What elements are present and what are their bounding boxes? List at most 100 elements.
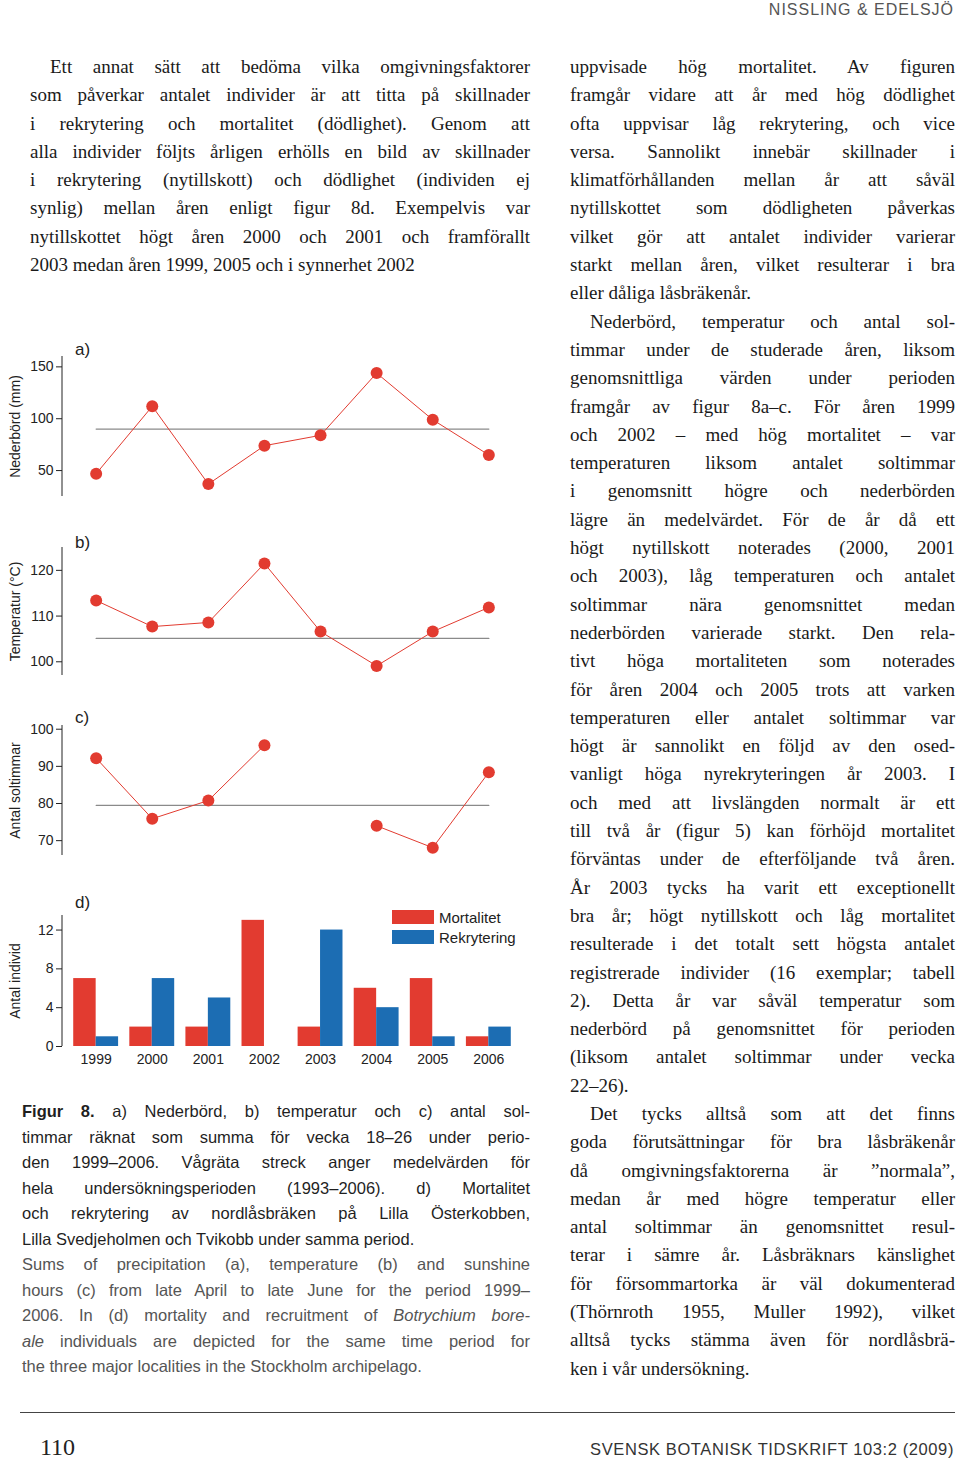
html-text:nytillskottet som dödligheten: nytillskottet som dödligheten påverkas [570, 197, 955, 219]
html-text:nederbörd på genomsnittet för: nederbörd på genomsnittet för perioden [570, 1018, 955, 1040]
svg-text:8: 8 [46, 960, 54, 976]
html-text:klimatförhållanden mellan år a: klimatförhållanden mellan år att såväl [570, 169, 955, 191]
html-text:som påverkar antalet individer: som påverkar antalet individer är att ti… [30, 84, 530, 106]
html-text:soltimmar nära genomsnittet me: soltimmar nära genomsnittet medan [570, 593, 955, 615]
html-text:för åren 2004 och 2005 trots a: för åren 2004 och 2005 trots att varken [570, 678, 955, 700]
html-text:Figur 8. a) Nederbörd, b) temp: Figur 8. a) Nederbörd, b) temperatur och… [22, 1102, 530, 1120]
svg-text:0: 0 [46, 1038, 54, 1054]
html-text:eller dåliga låsbräkenår.: eller dåliga låsbräkenår. [570, 282, 751, 304]
html-text:the three major localities in: the three major localities in the Stockh… [22, 1357, 422, 1375]
html-text:i rekrytering och mortalitet (: i rekrytering och mortalitet (dödlighet)… [30, 112, 530, 134]
svg-text:2004: 2004 [361, 1051, 392, 1067]
html-text:högt är sannolikt en följd av: högt är sannolikt en följd av den osed- [570, 735, 955, 757]
svg-text:Antal soltimmar: Antal soltimmar [7, 742, 23, 839]
svg-text:1999: 1999 [81, 1051, 112, 1067]
html-text:uppvisade hög mortalitet. Av f: uppvisade hög mortalitet. Av figuren [570, 56, 955, 77]
svg-text:4: 4 [46, 999, 54, 1015]
html-text:(Thörnroth 1955, Muller 1992),: (Thörnroth 1955, Muller 1992), vilket [570, 1301, 955, 1323]
html-text:Rekrytering: Rekrytering [439, 928, 516, 946]
html-text:2006. In (d) mortality and rec: 2006. In (d) mortality and recruitment o… [22, 1306, 530, 1324]
html-text:för försommartorka är väl doku: för försommartorka är väl dokumenterad [570, 1272, 955, 1294]
html-text:och rekrytering av nordlåsbräk: och rekrytering av nordlåsbräken på Lill… [22, 1204, 530, 1222]
html-text:Ett annat sätt att bedöma vilk: Ett annat sätt att bedöma vilka omgivnin… [50, 56, 530, 77]
html-text:högt nytillskott noterades (20: högt nytillskott noterades (2000, 2001 [570, 537, 955, 558]
svg-text:70: 70 [38, 832, 54, 848]
html-text:framgår vidare att år med hög: framgår vidare att år med hög dödlighet [570, 84, 955, 106]
html-text:registrerade individer (16 exe: registrerade individer (16 exemplar; tab… [570, 961, 955, 983]
svg-text:120: 120 [30, 562, 54, 578]
html-text:hela undersökningsperioden (19: hela undersökningsperioden (1993–2006). … [22, 1178, 530, 1197]
html-text:och med att livslängden normal: och med att livslängden normalt är ett [570, 791, 955, 813]
html-text:SVENSK BOTANISK TIDSKRIFT 103:: SVENSK BOTANISK TIDSKRIFT 103:2 (2009) [590, 1440, 954, 1458]
html-text:starkt mellan åren, vilket res: starkt mellan åren, vilket resulterar i … [570, 254, 955, 276]
html-text:timmar under de studerade åren: timmar under de studerade åren, liksom [570, 339, 955, 360]
svg-text:Antal individ: Antal individ [7, 943, 23, 1019]
svg-text:2001: 2001 [193, 1051, 224, 1067]
html-text:(liksom antalet soltimmar unde: (liksom antalet soltimmar under vecka [570, 1046, 955, 1068]
html-text:NISSLING & EDELSJÖ: NISSLING & EDELSJÖ [768, 1, 954, 18]
html-text:genomsnittliga värden under pe: genomsnittliga värden under perioden [570, 367, 955, 389]
html-text:timmar räknat som summa för ve: timmar räknat som summa för vecka 18–26 … [22, 1127, 530, 1146]
html-text:vilket gör att antalet individ: vilket gör att antalet individer variera… [570, 225, 955, 247]
svg-text:80: 80 [38, 795, 54, 811]
html-text:2). Detta år var såväl tempera: 2). Detta år var såväl temperatur som [570, 989, 955, 1011]
html-text:nytillskottet högt åren 2000 o: nytillskottet högt åren 2000 och 2001 oc… [30, 225, 530, 247]
html-text:temperaturen eller antalet sol: temperaturen eller antalet soltimmar var [570, 706, 955, 728]
html-text:då omgivningsfaktorerna är ”no: då omgivningsfaktorerna är ”normala”, [570, 1159, 955, 1181]
svg-text:100: 100 [30, 653, 54, 669]
svg-text:Temperatur (°C): Temperatur (°C) [7, 562, 23, 662]
svg-text:12: 12 [38, 922, 54, 938]
html-text:ken i vår undersökning.: ken i vår undersökning. [570, 1357, 750, 1379]
html-text:2003 medan åren 1999, 2005 och: 2003 medan åren 1999, 2005 och i synnerh… [30, 254, 415, 276]
html-text:resulterade i det totalt sett: resulterade i det totalt sett högsta ant… [570, 933, 955, 955]
svg-text:150: 150 [30, 358, 54, 374]
html-text:temperaturen liksom antalet so: temperaturen liksom antalet soltimmar [570, 452, 955, 474]
html-text:alltså tycks stämma även för n: alltså tycks stämma även för nordlåsbrä- [570, 1329, 955, 1351]
svg-text:100: 100 [30, 721, 54, 737]
html-text:110: 110 [40, 1434, 76, 1460]
html-text:förväntas under de efterföljan: förväntas under de efterföljande två åre… [570, 848, 955, 870]
svg-text:2005: 2005 [417, 1051, 448, 1067]
html-text:medan år med högre temperatur: medan år med högre temperatur eller [570, 1187, 955, 1209]
html-text:i genomsnitt högre och nederbö: i genomsnitt högre och nederbörden [570, 480, 955, 502]
html-text:vanligt höga nyrekryteringen å: vanligt höga nyrekryteringen år 2003. I [570, 763, 955, 785]
html-text:nederbörden varierade starkt.: nederbörden varierade starkt. Den rela- [570, 621, 955, 643]
html-text:och 2003), låg temperaturen oc: och 2003), låg temperaturen och antalet [570, 565, 955, 587]
html-text:versa. Sannolikt innebär skill: versa. Sannolikt innebär skillnader i [570, 140, 955, 162]
html-text:Det tycks alltså som att det f: Det tycks alltså som att det finns [590, 1103, 955, 1124]
html-text:22–26).: 22–26). [570, 1074, 629, 1096]
html-text:Mortalitet: Mortalitet [439, 908, 501, 926]
html-text:hours (c) from late April to l: hours (c) from late April to late June f… [22, 1280, 530, 1299]
html-text:bra år; högt nytillskott och l: bra år; högt nytillskott och låg mortali… [570, 904, 955, 926]
svg-text:110: 110 [31, 608, 54, 624]
html-text:goda förutsättningar för bra l: goda förutsättningar för bra låsbräkenår [570, 1131, 955, 1153]
svg-text:2000: 2000 [137, 1051, 168, 1067]
svg-text:Nederbörd (mm): Nederbörd (mm) [7, 375, 23, 478]
html-text:till två år (figur 5) kan förh: till två år (figur 5) kan förhöjd mortal… [570, 820, 955, 841]
html-text:b): b) [75, 533, 91, 552]
html-text:synlig) mellan åren enligt fig: synlig) mellan åren enligt figur 8d. Exe… [30, 197, 530, 219]
html-text:alla individer följts årligen: alla individer följts årligen erhölls en… [30, 140, 530, 162]
html-text:d): d) [75, 893, 91, 912]
html-text:terar i sämre år. Låsbräknars: terar i sämre år. Låsbräknars känslighet [570, 1244, 955, 1266]
html-text:a): a) [75, 340, 91, 359]
html-text:den 1999–2006. Vågräta streck: den 1999–2006. Vågräta streck anger mede… [22, 1153, 530, 1171]
html-text:lägre än medelvärdet. För de å: lägre än medelvärdet. För de år då ett [570, 508, 955, 530]
svg-text:2002: 2002 [249, 1051, 280, 1067]
html-text:ale individuals are depicted f: ale individuals are depicted for the sam… [22, 1331, 530, 1350]
html-text:ofta uppvisar låg rekrytering,: ofta uppvisar låg rekrytering, och vice [570, 112, 955, 134]
html-text:År 2003 tycks ha varit ett exc: År 2003 tycks ha varit ett exceptionellt [570, 876, 955, 898]
html-text:Sums of precipitation (a), tem: Sums of precipitation (a), temperature (… [22, 1255, 530, 1273]
svg-text:2006: 2006 [473, 1051, 504, 1067]
svg-text:100: 100 [30, 410, 54, 426]
html-text:framgår av figur 8a–c. För åre: framgår av figur 8a–c. För åren 1999 [570, 395, 955, 417]
html-text:tivt höga mortaliteten som not: tivt höga mortaliteten som noterades [570, 650, 955, 672]
html-text:och 2002 – med hög mortalitet: och 2002 – med hög mortalitet – var [570, 423, 955, 445]
svg-text:90: 90 [38, 758, 54, 774]
html-text:i rekrytering (nytillskott) oc: i rekrytering (nytillskott) och dödlighe… [30, 169, 530, 191]
html-text:Nederbörd, temperatur och anta: Nederbörd, temperatur och antal sol- [590, 310, 955, 332]
svg-text:2003: 2003 [305, 1051, 336, 1067]
html-text:Lilla Svedjeholmen och Tvikobb: Lilla Svedjeholmen och Tvikobb under sam… [22, 1229, 415, 1248]
html-text:antal soltimmar än genomsnitte: antal soltimmar än genomsnittet resul- [570, 1216, 955, 1238]
svg-text:50: 50 [38, 462, 54, 478]
